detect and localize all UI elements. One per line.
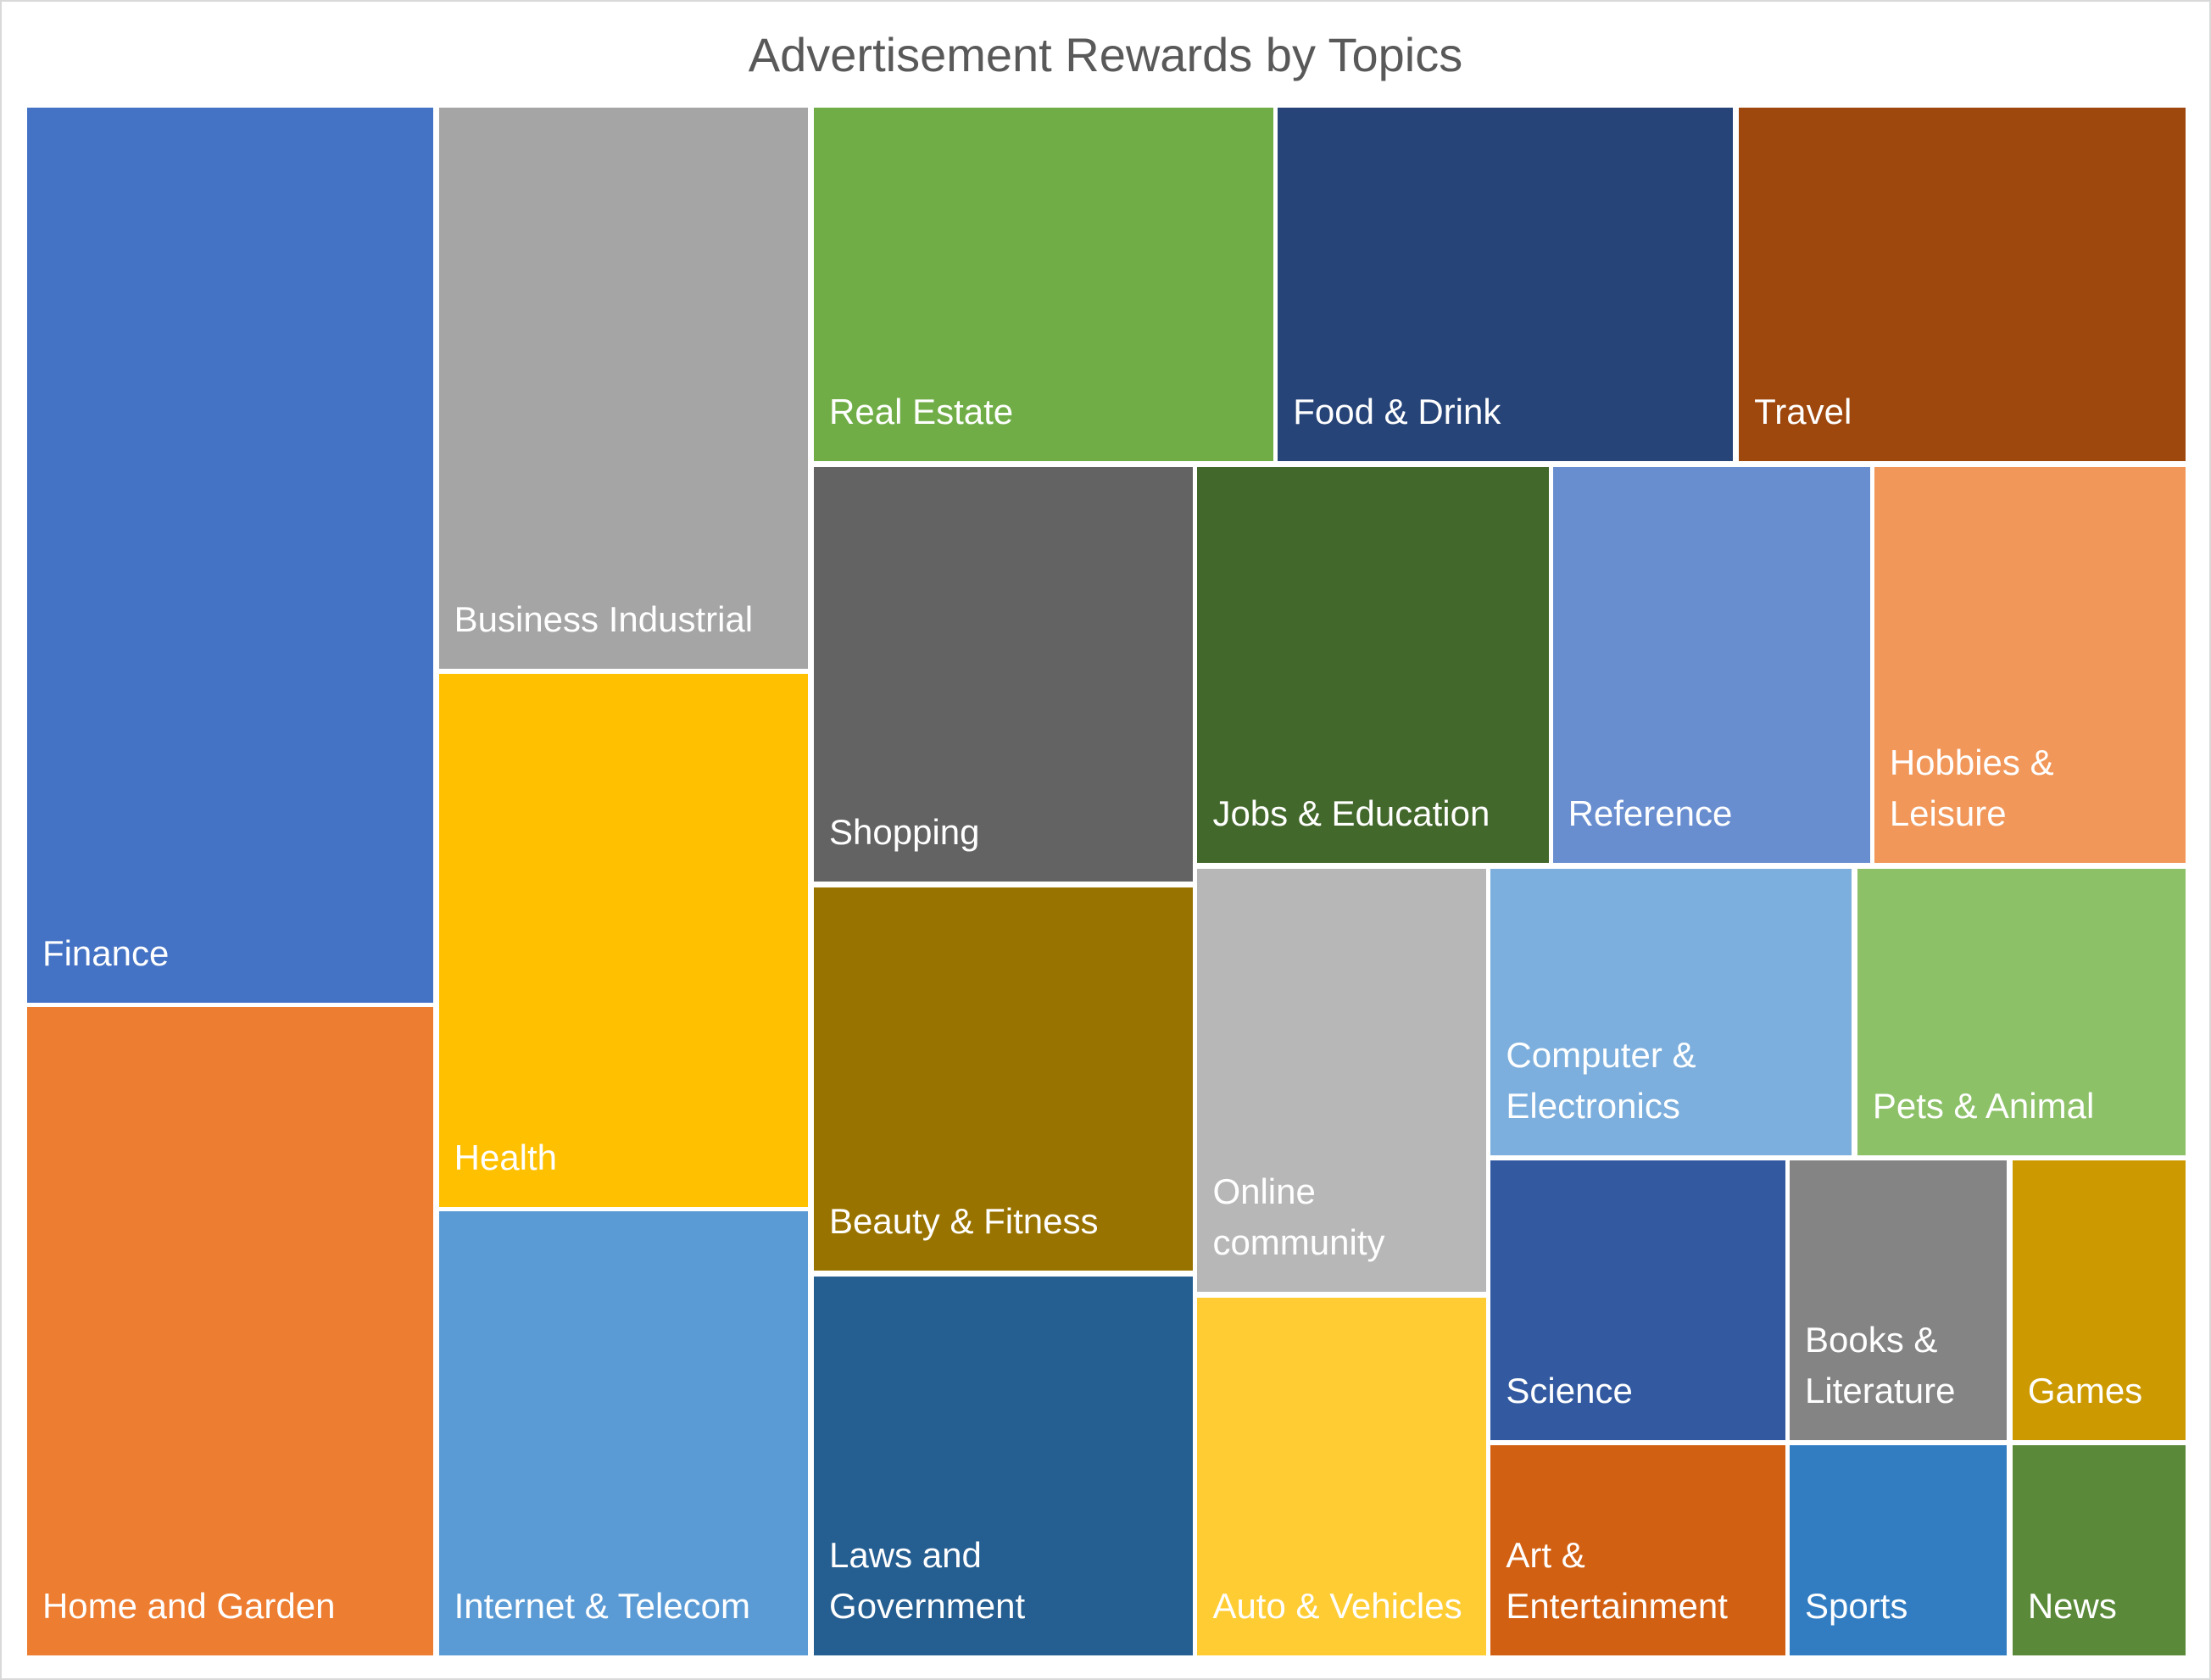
treemap-tile-label: Jobs & Education [1212,793,1490,834]
treemap-tile-pets-animal: Pets & Animal [1857,868,2186,1155]
treemap-tile-label: Home and Garden [42,1586,336,1626]
chart-title: Advertisement Rewards by Topics [748,28,1463,81]
treemap-tile-home-and-garden: Home and Garden [26,1006,433,1655]
treemap-tile-label: Auto & Vehicles [1212,1586,1462,1626]
treemap-tile-hobbies-leisure: Hobbies & Leisure [1874,466,2186,864]
treemap-tile-business-industrial: Business Industrial [438,107,809,669]
treemap-tile-science: Science [1490,1160,1786,1440]
treemap-tile-travel: Travel [1739,107,2186,462]
treemap-tile-books-literature: Books & Literature [1790,1160,2008,1440]
treemap-tile-online-community: Online community [1197,868,1487,1292]
treemap-tile-label: Online community [1212,1171,1385,1262]
treemap-tile-label: Shopping [829,811,980,852]
treemap-tile-jobs-education: Jobs & Education [1197,466,1549,864]
treemap-tile-label: Real Estate [829,392,1014,432]
treemap-tile-art-entertainment: Art & Entertainment [1490,1445,1786,1655]
treemap-tile-real-estate: Real Estate [814,107,1274,462]
treemap-tile-label: Computer & Electronics [1506,1034,1696,1126]
treemap-tile-auto-vehicles: Auto & Vehicles [1197,1297,1487,1655]
treemap-tile-food-drink: Food & Drink [1278,107,1734,462]
treemap-tile-news: News [2012,1445,2186,1655]
treemap-tile-label: Hobbies & Leisure [1889,743,2054,834]
treemap-tile-label: Internet & Telecom [454,1586,751,1626]
treemap-tile-label: Food & Drink [1293,392,1501,432]
treemap-tile-label: Reference [1568,793,1733,834]
treemap-tile-internet-telecom: Internet & Telecom [438,1211,809,1655]
treemap-tile-laws-and-government: Laws and Government [814,1276,1194,1655]
treemap-tile-label: Laws and Government [829,1534,1026,1626]
treemap-tile-label: News [2027,1585,2117,1626]
treemap-tile-label: Finance [42,932,170,973]
treemap-tile-games: Games [2012,1160,2186,1440]
treemap-tile-label: Beauty & Fitness [829,1200,1099,1241]
treemap-tile-label: Health [454,1138,558,1178]
treemap-tile-label: Art & Entertainment [1506,1534,1728,1626]
treemap-tile-beauty-fitness: Beauty & Fitness [814,887,1194,1271]
treemap-tile-label: Sports [1805,1585,1908,1626]
treemap-tile-sports: Sports [1790,1445,2008,1655]
treemap-tile-finance: Finance [26,107,433,1003]
treemap-tile-shopping: Shopping [814,466,1194,882]
treemap-tile-label: Travel [1754,392,1852,432]
treemap-tile-label: Science [1506,1370,1633,1410]
treemap-tile-reference: Reference [1552,466,1870,864]
treemap-tile-computer-electronics: Computer & Electronics [1490,868,1852,1155]
treemap-tile-label: Business Industrial [454,598,754,639]
treemap-tile-health: Health [438,674,809,1208]
treemap-tile-label: Books & Literature [1805,1319,1956,1410]
treemap-tile-label: Games [2027,1370,2143,1410]
treemap-tile-label: Pets & Animal [1872,1085,2095,1126]
